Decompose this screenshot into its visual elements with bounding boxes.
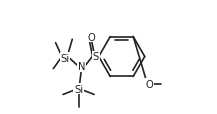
Text: N: N xyxy=(78,62,85,72)
Text: O: O xyxy=(87,32,95,42)
Text: S: S xyxy=(93,52,99,62)
Text: Si: Si xyxy=(74,84,83,94)
Text: O: O xyxy=(145,79,153,89)
Text: Si: Si xyxy=(60,53,69,63)
